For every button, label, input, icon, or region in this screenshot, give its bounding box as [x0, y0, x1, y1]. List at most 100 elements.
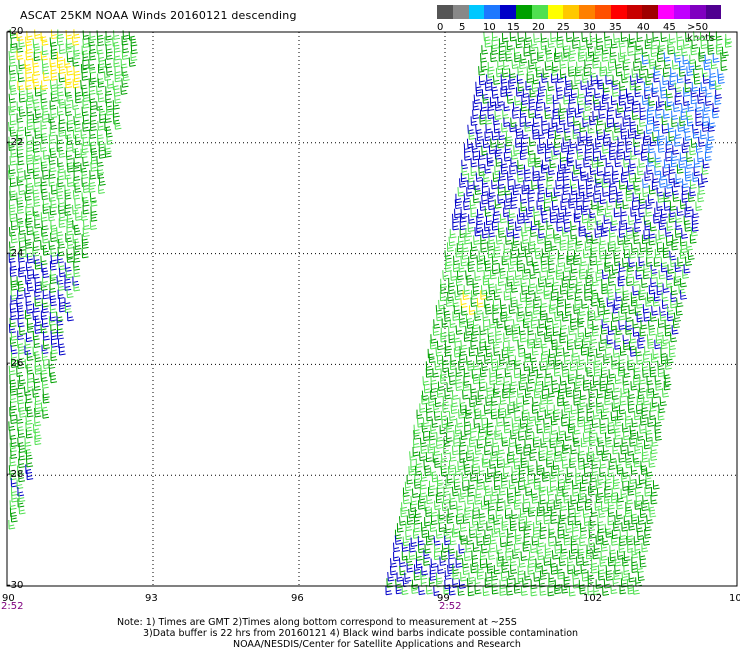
wind-barb	[82, 136, 90, 147]
wind-barb	[495, 67, 504, 78]
wind-barb	[48, 134, 56, 144]
wind-barb	[444, 346, 452, 357]
wind-barb	[567, 241, 575, 251]
wind-barb	[566, 108, 574, 118]
wind-barb	[481, 544, 489, 554]
wind-barb	[455, 558, 463, 568]
wind-barb	[571, 570, 580, 580]
wind-barb	[430, 424, 438, 435]
wind-barb	[527, 374, 535, 384]
wind-barb	[24, 437, 32, 447]
wind-barb	[531, 82, 539, 92]
wind-barb	[476, 474, 484, 484]
wind-barb	[639, 102, 647, 113]
wind-barb	[526, 417, 534, 427]
wind-barb	[659, 178, 667, 188]
wind-barb	[606, 334, 614, 345]
wind-barb	[548, 165, 555, 176]
wind-barb	[545, 277, 553, 288]
wind-barb	[495, 333, 503, 344]
wind-barb	[424, 466, 432, 477]
wind-barb	[522, 395, 530, 405]
wind-barb	[578, 354, 586, 365]
wind-barb	[664, 101, 672, 111]
wind-barb	[56, 316, 64, 326]
wind-barb	[557, 481, 565, 491]
wind-barb	[567, 250, 575, 261]
wind-barb	[551, 318, 560, 329]
wind-barb	[557, 257, 565, 268]
wind-barb	[497, 222, 505, 233]
wind-barb	[460, 172, 468, 183]
wind-barb	[505, 136, 513, 147]
wind-barb	[470, 431, 477, 442]
wind-barb	[575, 159, 583, 170]
wind-barb	[576, 369, 584, 380]
wind-barb	[72, 190, 81, 200]
wind-barb	[9, 115, 17, 126]
wind-barb	[674, 228, 682, 238]
wind-barb	[72, 143, 80, 153]
wind-barb	[42, 170, 50, 180]
wind-barb	[49, 283, 57, 293]
wind-barb	[475, 172, 483, 182]
wind-barb	[477, 159, 485, 169]
wind-barb	[120, 59, 128, 69]
wind-barb	[586, 187, 594, 198]
wind-barb	[511, 509, 519, 520]
wind-barb	[575, 242, 583, 252]
wind-barb	[533, 298, 541, 309]
wind-barb	[26, 281, 34, 292]
wind-barb	[612, 75, 620, 86]
wind-barb	[628, 249, 636, 259]
wind-barb	[599, 459, 607, 469]
wind-barb	[447, 508, 455, 518]
wind-barb	[17, 171, 25, 182]
wind-barb	[644, 439, 651, 450]
wind-barb	[453, 437, 461, 447]
wind-barb	[90, 148, 98, 159]
wind-barb	[513, 500, 521, 510]
wind-barb	[637, 165, 645, 176]
wind-barb	[611, 215, 619, 226]
legend-swatch	[452, 5, 469, 19]
wind-barb	[489, 269, 497, 280]
wind-barb	[575, 236, 583, 246]
wind-barb	[503, 250, 511, 261]
wind-barb	[573, 250, 581, 260]
wind-barb	[506, 361, 514, 371]
wind-barb	[528, 60, 536, 70]
wind-barb	[684, 74, 692, 84]
wind-barb	[560, 200, 568, 211]
wind-barb	[641, 234, 649, 245]
wind-barb	[601, 52, 609, 62]
wind-barb	[16, 43, 24, 53]
wind-barb	[529, 278, 537, 289]
wind-barb	[114, 120, 122, 130]
wind-barb	[657, 130, 666, 141]
wind-barb	[658, 96, 665, 106]
wind-barb	[16, 394, 25, 405]
wind-barb	[653, 291, 661, 302]
wind-barb	[678, 158, 686, 169]
wind-barb	[464, 508, 472, 519]
wind-barb	[64, 58, 72, 68]
wind-barb	[491, 31, 499, 42]
wind-barb	[547, 129, 555, 139]
wind-barb	[584, 291, 592, 301]
wind-barb	[559, 333, 567, 344]
wind-barb	[550, 425, 558, 436]
wind-barb	[423, 556, 431, 566]
wind-barb	[10, 449, 18, 460]
wind-barb	[32, 346, 40, 357]
wind-barb	[539, 494, 547, 505]
wind-barb	[98, 58, 106, 69]
wind-barb	[597, 80, 605, 90]
wind-barb	[580, 437, 588, 448]
wind-barb	[593, 311, 602, 321]
wind-barb	[600, 325, 608, 335]
wind-barb	[402, 487, 410, 497]
wind-barb	[479, 515, 487, 526]
wind-barb	[519, 418, 527, 428]
wind-barb	[648, 326, 656, 336]
